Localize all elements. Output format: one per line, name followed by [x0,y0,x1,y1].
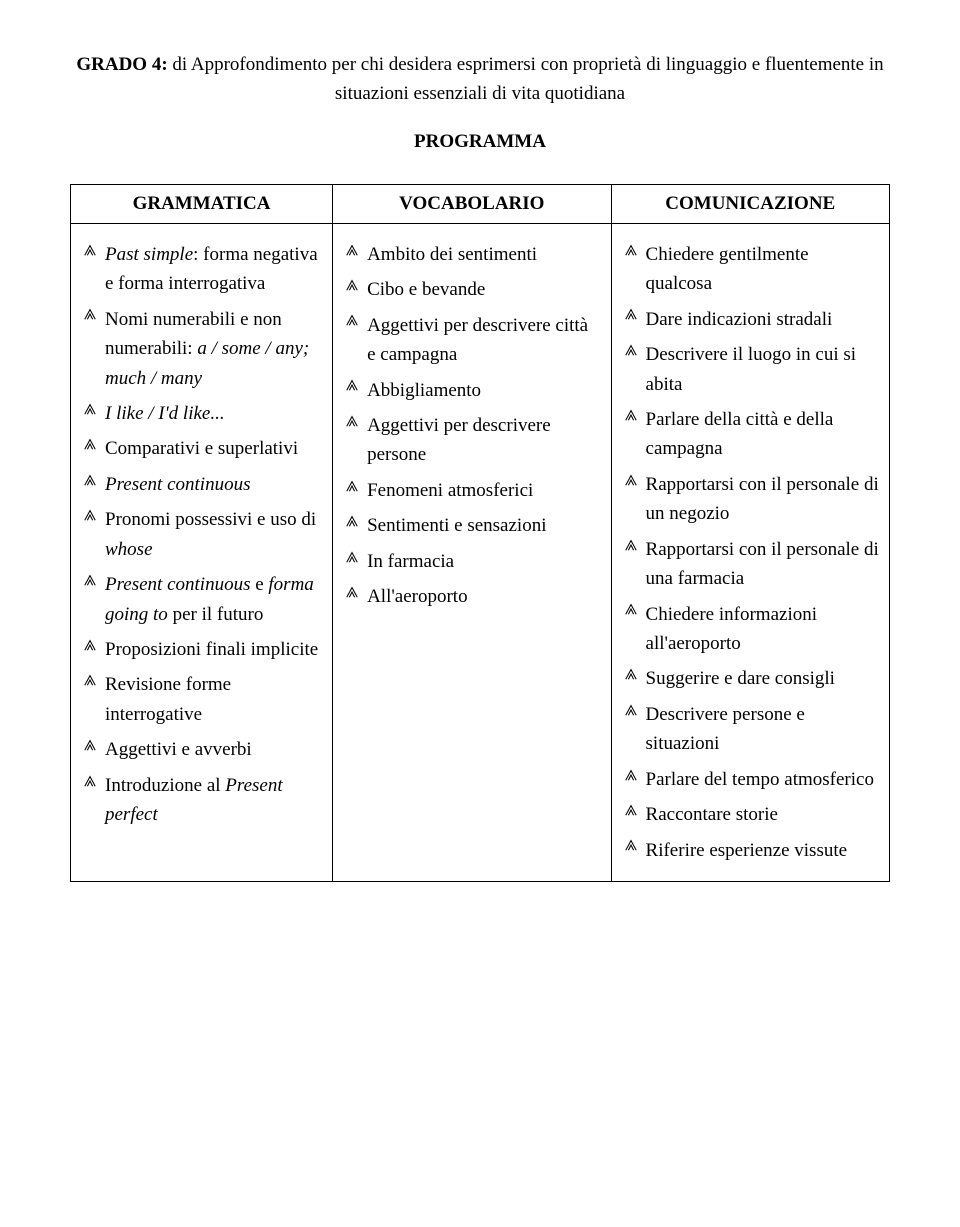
list-item: Dare indicazioni stradali [620,305,879,334]
list-item: Ambito dei sentimenti [341,240,600,269]
header-grammar: GRAMMATICA [71,185,333,223]
list-item: Introduzione al Present perfect [79,771,322,830]
list-item: Abbigliamento [341,376,600,405]
vocab-list: Ambito dei sentimenti Cibo e bevande Agget… [341,240,600,612]
program-title: PROGRAMMA [70,127,890,156]
list-item: Rapportarsi con il personale di un negoz… [620,470,879,529]
list-item: Raccontare storie [620,800,879,829]
list-item: Rapportarsi con il personale di una farm… [620,535,879,594]
list-item: Chiedere informazioni all'aeroporto [620,600,879,659]
list-item: Present continuous [79,470,322,499]
list-item: Aggettivi e avverbi [79,735,322,764]
list-item: Past simple: forma negativa e forma inte… [79,240,322,299]
list-item: Fenomeni atmosferici [341,476,600,505]
list-item: I like / I'd like... [79,399,322,428]
list-item: Nomi numerabili e non numerabili: a / so… [79,305,322,393]
list-item: Sentimenti e sensazioni [341,511,600,540]
list-item: Aggettivi per descrivere città e campagn… [341,311,600,370]
list-item: Revisione forme interrogative [79,670,322,729]
list-item: Present continuous e forma going to per … [79,570,322,629]
list-item: Descrivere persone e situazioni [620,700,879,759]
list-item: Cibo e bevande [341,275,600,304]
header-comm: COMUNICAZIONE [611,185,889,223]
list-item: Descrivere il luogo in cui si abita [620,340,879,399]
document-heading: GRADO 4: di Approfondimento per chi desi… [70,50,890,109]
list-item: Riferire esperienze vissute [620,836,879,865]
list-item: Aggettivi per descrivere persone [341,411,600,470]
cell-vocab: Ambito dei sentimenti Cibo e bevande Agget… [333,223,611,881]
list-item: Comparativi e superlativi [79,434,322,463]
header-vocab: VOCABOLARIO [333,185,611,223]
list-item: Suggerire e dare consigli [620,664,879,693]
list-item: Parlare del tempo atmosferico [620,765,879,794]
heading-rest: di Approfondimento per chi desidera espr… [168,54,884,104]
list-item: Pronomi possessivi e uso di whose [79,505,322,564]
list-item: Chiedere gentilmente qualcosa [620,240,879,299]
list-item: Proposizioni finali implicite [79,635,322,664]
list-item: All'aeroporto [341,582,600,611]
cell-grammar: Past simple: forma negativa e forma inte… [71,223,333,881]
grammar-list: Past simple: forma negativa e forma inte… [79,240,322,830]
level-label: GRADO 4: [76,54,167,75]
cell-comm: Chiedere gentilmente qualcosa Dare indica… [611,223,889,881]
comm-list: Chiedere gentilmente qualcosa Dare indica… [620,240,879,865]
table-row: Past simple: forma negativa e forma inte… [71,223,890,881]
list-item: Parlare della città e della campagna [620,405,879,464]
list-item: In farmacia [341,547,600,576]
table-header-row: GRAMMATICA VOCABOLARIO COMUNICAZIONE [71,185,890,223]
program-table: GRAMMATICA VOCABOLARIO COMUNICAZIONE Pas… [70,184,890,882]
